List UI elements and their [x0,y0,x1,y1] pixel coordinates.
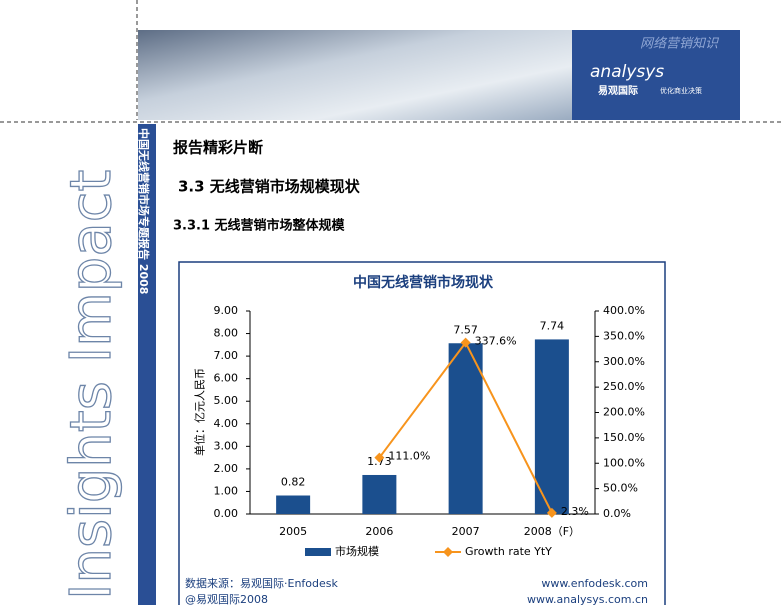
brand-box [572,30,740,120]
point [460,337,471,348]
url: www.analysys.com.cn [527,593,648,605]
data-label: 337.6% [475,335,517,348]
y-tick-label: 2.00 [214,462,239,475]
y2-tick-label: 350.0% [603,329,645,342]
y-tick-label: 1.00 [214,484,239,497]
bar [276,495,311,514]
data-label: 7.57 [453,323,478,336]
legend-swatch [443,547,453,557]
y-tick-label: 3.00 [214,439,239,452]
legend-label: Growth rate YtY [465,545,552,558]
data-label: 2.3% [561,505,589,518]
y-label: 单位：亿元人民币 [193,368,207,456]
y-tick-label: 9.00 [214,304,239,317]
brand: analysys [590,62,664,82]
y2-tick-label: 250.0% [603,380,645,393]
bar [448,343,483,514]
brand-cn: 易观国际 [598,85,638,97]
x-tick-label: 2005 [279,525,307,538]
y-tick-label: 6.00 [214,372,239,385]
y2-tick-label: 50.0% [603,482,638,495]
legend-swatch [305,548,331,556]
y2-tick-label: 200.0% [603,406,645,419]
data-label: 0.82 [281,476,306,489]
y-tick-label: 7.00 [214,349,239,362]
slogan: 优化商业决策 [660,86,702,95]
source: 数据来源：易观国际·Enfodesk [185,576,339,590]
copyright: @易观国际2008 [185,593,268,605]
data-label: 7.74 [540,319,565,332]
legend-label: 市场规模 [335,544,379,558]
y2-tick-label: 150.0% [603,431,645,444]
y2-tick-label: 100.0% [603,456,645,469]
y-tick-label: 0.00 [214,507,239,520]
y-tick-label: 4.00 [214,417,239,430]
y-tick-label: 8.00 [214,327,239,340]
sidebar-report: 中国无线营销市场专题报告 2008 [137,128,151,294]
bar [534,339,569,514]
url: www.enfodesk.com [541,577,648,590]
point [374,452,385,463]
chart-frame [178,261,666,605]
y-tick-label: 5.00 [214,394,239,407]
y2-tick-label: 300.0% [603,355,645,368]
sidebar-strip [138,124,156,605]
x-tick-label: 2006 [365,525,393,538]
y2-tick-label: 400.0% [603,304,645,317]
x-tick-label: 2007 [452,525,480,538]
bar [362,474,397,514]
x-tick-label: 2008（F） [524,525,580,538]
heading: 报告精彩片断 [173,139,263,157]
header-photo [138,30,572,120]
chart-title: 中国无线营销市场现状 [353,274,494,291]
sidebar-title: Insights Impact [59,170,124,600]
data-label: 111.0% [388,450,430,463]
point [546,507,557,518]
subsection: 3.3.1 无线营销市场整体规模 [173,218,346,234]
section: 3.3 无线营销市场规模现状 [178,178,361,196]
y2-tick-label: 0.0% [603,507,631,520]
banner: 网络营销知识 [640,36,720,52]
